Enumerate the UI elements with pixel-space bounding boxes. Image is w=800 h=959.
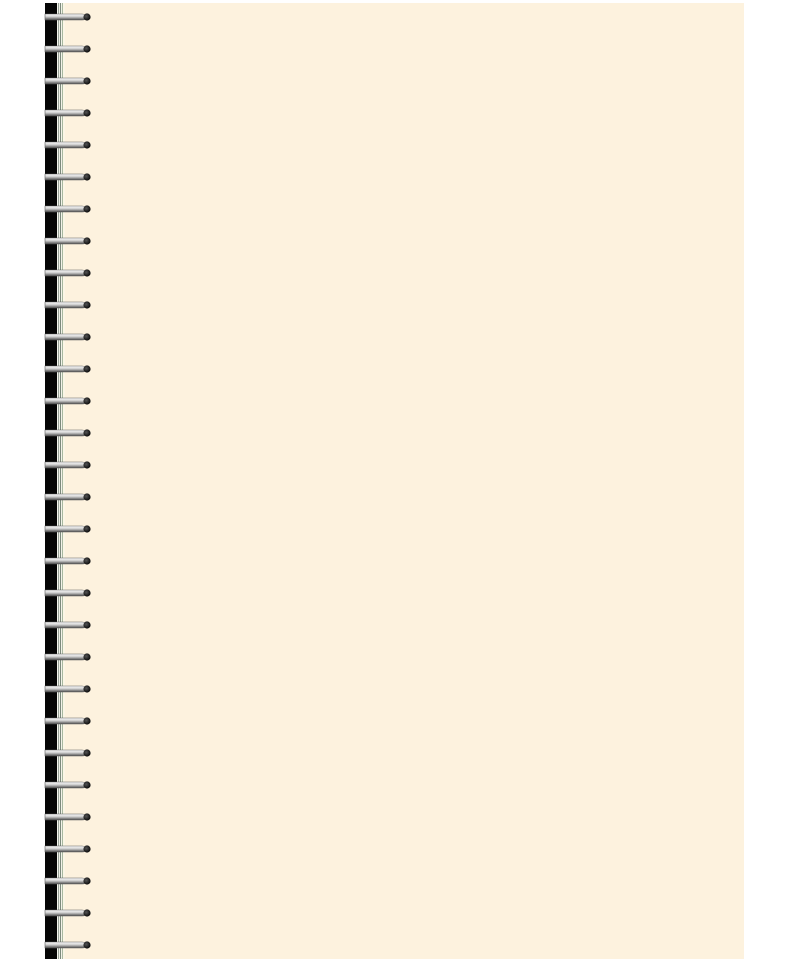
spiral-ring-icon [44, 173, 91, 181]
spiral-ring-icon [44, 301, 91, 309]
spiral-ring-icon [44, 461, 91, 469]
spiral-ring-icon [44, 717, 91, 725]
spiral-ring-icon [44, 269, 91, 277]
spiral-ring-icon [44, 525, 91, 533]
spiral-ring-icon [44, 749, 91, 757]
spiral-ring-icon [44, 877, 91, 885]
spiral-ring-icon [44, 333, 91, 341]
spiral-ring-icon [44, 141, 91, 149]
spiral-ring-icon [44, 13, 91, 21]
spiral-ring-icon [44, 813, 91, 821]
spiral-ring-icon [44, 365, 91, 373]
spiral-ring-icon [44, 589, 91, 597]
spiral-ring-icon [44, 429, 91, 437]
spine-edge-lines [57, 3, 65, 959]
spiral-ring-icon [44, 781, 91, 789]
notebook-page [65, 3, 744, 959]
spiral-ring-icon [44, 557, 91, 565]
spiral-ring-icon [44, 941, 91, 949]
spiral-binding [44, 13, 91, 949]
spiral-ring-icon [44, 653, 91, 661]
spiral-ring-icon [44, 493, 91, 501]
spiral-ring-icon [44, 621, 91, 629]
spiral-ring-icon [44, 909, 91, 917]
spiral-ring-icon [44, 109, 91, 117]
spiral-ring-icon [44, 845, 91, 853]
spiral-ring-icon [44, 685, 91, 693]
spiral-ring-icon [44, 77, 91, 85]
spiral-ring-icon [44, 45, 91, 53]
spiral-ring-icon [44, 205, 91, 213]
spiral-ring-icon [44, 237, 91, 245]
spiral-ring-icon [44, 397, 91, 405]
